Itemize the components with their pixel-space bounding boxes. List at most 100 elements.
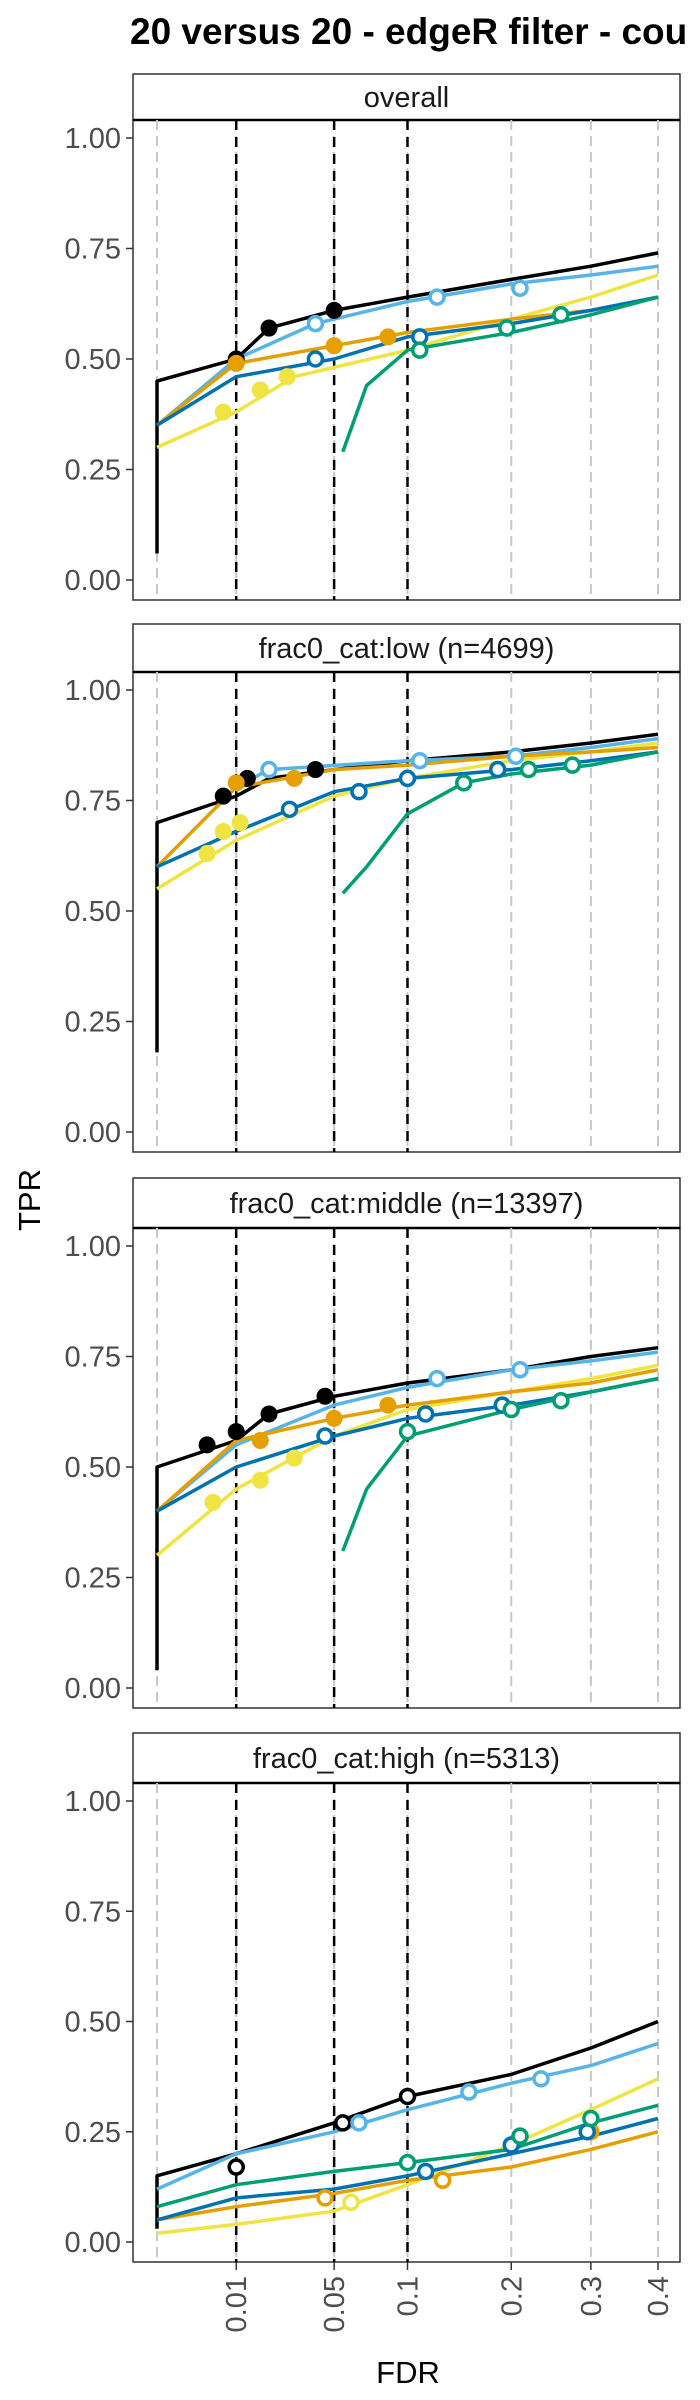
series-point-darkblue <box>416 1405 435 1423</box>
x-tick-label: 0.3 <box>576 2276 608 2316</box>
series-line-green <box>341 1376 659 1552</box>
y-tick-label: 0.25 <box>65 1007 121 1039</box>
x-axis: 0.01 0.05 0.1 0.2 0.3 0.4 <box>221 2262 675 2332</box>
series-point-green <box>511 2127 529 2145</box>
series-point-lightblue <box>511 279 529 298</box>
x-tick-label: 0.4 <box>643 2276 675 2316</box>
series-point-darkblue <box>350 782 368 801</box>
series-point-green <box>398 1422 417 1441</box>
series-point-green <box>498 319 516 337</box>
y-tick-label: 0.75 <box>65 786 121 818</box>
strip-label: frac0_cat:middle (n=13397) <box>230 1188 584 1220</box>
y-tick-label: 0.00 <box>65 565 121 597</box>
strip-box <box>132 623 681 673</box>
y-tick-label: 0.25 <box>65 1563 121 1595</box>
strip-box <box>132 1732 681 1784</box>
y-tick-label: 0.25 <box>65 2117 121 2149</box>
series-point-black <box>214 787 232 805</box>
series-point-black <box>260 319 278 337</box>
series-point-lightblue <box>306 314 325 333</box>
y-tick-label: 0.00 <box>65 1117 121 1149</box>
y-tick-label: 0.00 <box>65 2227 121 2259</box>
y-tick-label: 0.75 <box>65 1896 121 1928</box>
series-point-green <box>502 1400 521 1419</box>
series-point-green <box>552 306 570 324</box>
series-point-yellow <box>204 1493 222 1511</box>
y-axis-title: TPR <box>12 1169 47 1231</box>
series-line-yellow <box>156 2077 659 2235</box>
series-point-green <box>582 2109 600 2128</box>
series-point-yellow <box>251 381 269 399</box>
series-point-darkblue <box>316 1427 334 1445</box>
strip-box <box>132 73 681 121</box>
series-point-orange <box>379 328 397 346</box>
series-point-darkblue <box>306 350 325 368</box>
series-point-green <box>455 774 473 792</box>
strip-label: frac0_cat:high (n=5313) <box>253 1743 560 1775</box>
series-point-lightblue <box>428 1369 446 1388</box>
x-tick-label: 0.1 <box>393 2276 425 2316</box>
series-point-lightblue <box>460 2083 478 2101</box>
series-point-lightblue <box>410 751 429 770</box>
series-point-darkblue <box>416 2162 435 2181</box>
series-point-lightblue <box>511 1361 529 1379</box>
y-tick-label: 0.50 <box>65 344 121 376</box>
series-point-orange <box>325 337 343 355</box>
series-point-black <box>227 1423 245 1441</box>
series-point-green <box>410 341 429 359</box>
series-point-yellow <box>285 1449 303 1467</box>
series-point-darkblue <box>398 769 417 788</box>
series-point-green <box>552 1391 570 1410</box>
y-tick-label: 1.00 <box>65 1231 121 1263</box>
series-point-black <box>306 761 324 779</box>
y-tick-label: 0.75 <box>65 234 121 266</box>
series-point-green <box>398 2153 417 2172</box>
series-point-black <box>316 1387 334 1405</box>
y-tick-label: 0.50 <box>65 896 121 928</box>
x-tick-label: 0.01 <box>221 2276 253 2332</box>
series-line-lightblue <box>155 1350 659 1513</box>
series-point-darkblue <box>488 760 507 779</box>
series-point-black <box>227 2158 245 2176</box>
series-point-orange <box>433 2171 452 2190</box>
series-point-green <box>519 760 538 779</box>
y-tick-label: 0.00 <box>65 1673 121 1705</box>
y-tick-label: 1.00 <box>65 1786 121 1818</box>
series-point-black <box>198 1436 216 1454</box>
chart-title: 20 versus 20 - edgeR filter - cou <box>130 11 687 52</box>
facet-panels: overall 0.00 0.25 0.50 0.75 1.00 frac0_cat:low… <box>65 73 681 2263</box>
series-line-darkblue <box>156 295 659 427</box>
panel-1: overall 0.00 0.25 0.50 0.75 1.00 <box>65 73 681 601</box>
series-point-black <box>325 301 343 319</box>
series-point-lightblue <box>506 747 525 766</box>
series-line-orange <box>155 1368 659 1513</box>
y-tick-label: 0.25 <box>65 455 121 487</box>
series-point-yellow <box>251 1471 269 1489</box>
series-line-yellow <box>155 1363 659 1557</box>
series-point-yellow <box>231 814 249 832</box>
series-point-darkblue <box>280 800 299 819</box>
panel-3: frac0_cat:middle (n=13397) 0.00 0.25 0.50 0.… <box>65 1177 681 1709</box>
series-point-lightblue <box>350 2114 368 2132</box>
series-line-black <box>155 2019 659 2229</box>
panel-4: frac0_cat:high (n=5313) 0.00 0.25 0.50 0.75 1… <box>65 1732 681 2263</box>
y-tick-label: 0.50 <box>65 2007 121 2039</box>
series-point-yellow <box>214 822 232 840</box>
series-line-lightblue <box>156 2041 659 2191</box>
x-tick-label: 0.05 <box>319 2276 351 2332</box>
series-point-green <box>563 756 582 774</box>
strip-label: overall <box>364 82 449 114</box>
strip-label: frac0_cat:low (n=4699) <box>259 633 555 665</box>
series-line-green <box>341 295 659 453</box>
series-line-orange <box>156 2130 659 2222</box>
series-point-yellow <box>214 403 232 421</box>
series-point-orange <box>325 1409 343 1427</box>
series-point-orange <box>251 1431 269 1449</box>
series-point-yellow <box>198 845 216 863</box>
x-tick-label: 0.2 <box>496 2276 528 2316</box>
series-point-orange <box>379 1396 397 1414</box>
series-point-black <box>260 1405 278 1423</box>
x-axis-title: FDR <box>376 2355 440 2390</box>
series-point-black <box>398 2087 417 2106</box>
